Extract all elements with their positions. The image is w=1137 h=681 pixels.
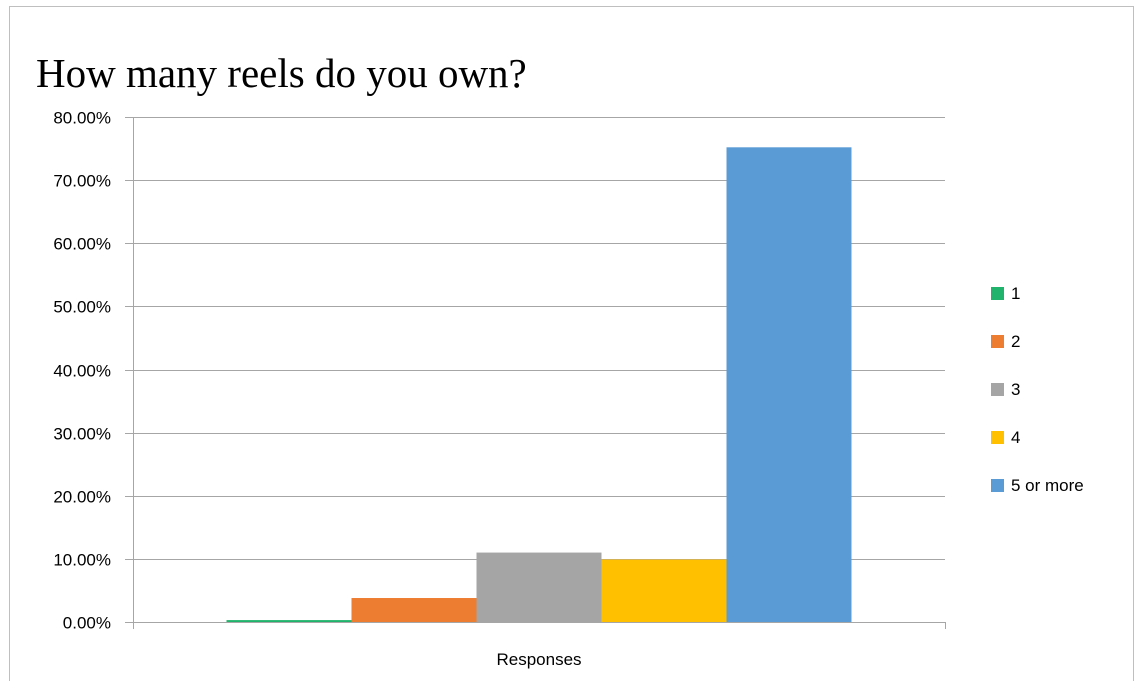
legend-swatch [991,431,1004,444]
legend-label: 3 [1011,380,1020,399]
legend-swatch [991,479,1004,492]
y-tick-label: 0.00% [63,614,111,633]
legend-label: 2 [1011,332,1020,351]
chart-title: How many reels do you own? [36,50,527,96]
y-tick-label: 40.00% [53,362,111,381]
y-tick-label: 60.00% [53,235,111,254]
legend-label: 1 [1011,284,1020,303]
legend: 1 2 3 4 5 or more [991,284,1084,495]
y-tick-label: 10.00% [53,551,111,570]
y-tick-label: 70.00% [53,172,111,191]
bars [226,147,852,623]
legend-swatch [991,287,1004,300]
legend-label: 4 [1011,428,1020,447]
y-tick-label: 20.00% [53,488,111,507]
legend-label: 5 or more [1011,476,1084,495]
y-tick-label: 30.00% [53,425,111,444]
axes: 0.00% 10.00% 20.00% 30.00% 40.00% 50.00% 60.00… [53,109,946,669]
bar [476,552,602,622]
x-tick-label: Responses [496,650,581,669]
bar [601,559,727,622]
bar [726,147,852,623]
legend-swatch [991,335,1004,348]
bar [351,598,477,622]
y-tick-label: 50.00% [53,298,111,317]
legend-swatch [991,383,1004,396]
bar [226,620,352,622]
y-tick-label: 80.00% [53,109,111,128]
